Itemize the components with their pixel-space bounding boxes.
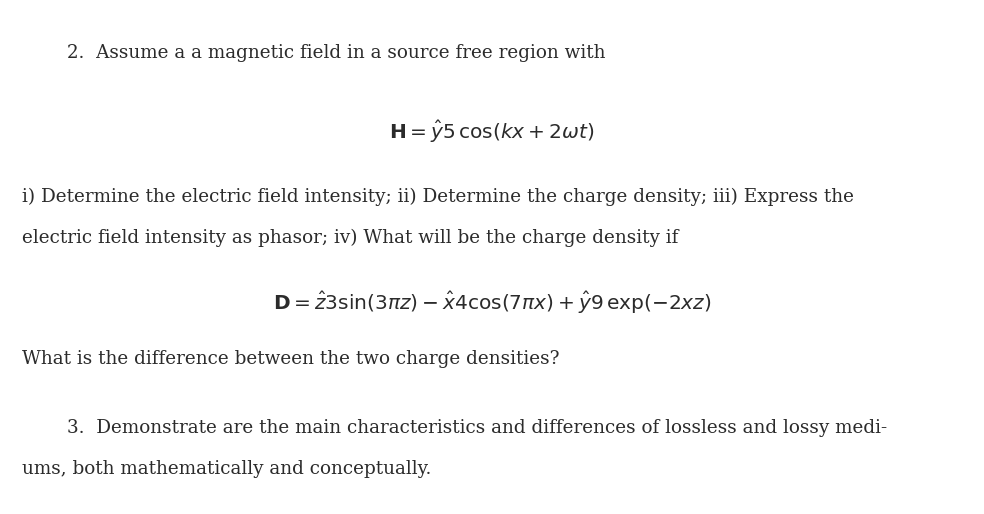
- Text: ums, both mathematically and conceptually.: ums, both mathematically and conceptuall…: [22, 460, 431, 478]
- Text: i) Determine the electric field intensity; ii) Determine the charge density; iii: i) Determine the electric field intensit…: [22, 188, 854, 206]
- Text: 3.  Demonstrate are the main characteristics and differences of lossless and los: 3. Demonstrate are the main characterist…: [67, 419, 887, 437]
- Text: 2.  Assume a a magnetic field in a source free region with: 2. Assume a a magnetic field in a source…: [67, 44, 605, 62]
- Text: $\mathbf{H} = \hat{y}5\,\cos(kx + 2\omega t)$: $\mathbf{H} = \hat{y}5\,\cos(kx + 2\omeg…: [390, 119, 594, 145]
- Text: electric field intensity as phasor; iv) What will be the charge density if: electric field intensity as phasor; iv) …: [22, 229, 678, 247]
- Text: $\mathbf{D} = \hat{z}3\sin(3\pi z) - \hat{x}4\cos(7\pi x) + \hat{y}9\,\exp(-2xz): $\mathbf{D} = \hat{z}3\sin(3\pi z) - \ha…: [273, 290, 711, 317]
- Text: What is the difference between the two charge densities?: What is the difference between the two c…: [22, 350, 559, 368]
